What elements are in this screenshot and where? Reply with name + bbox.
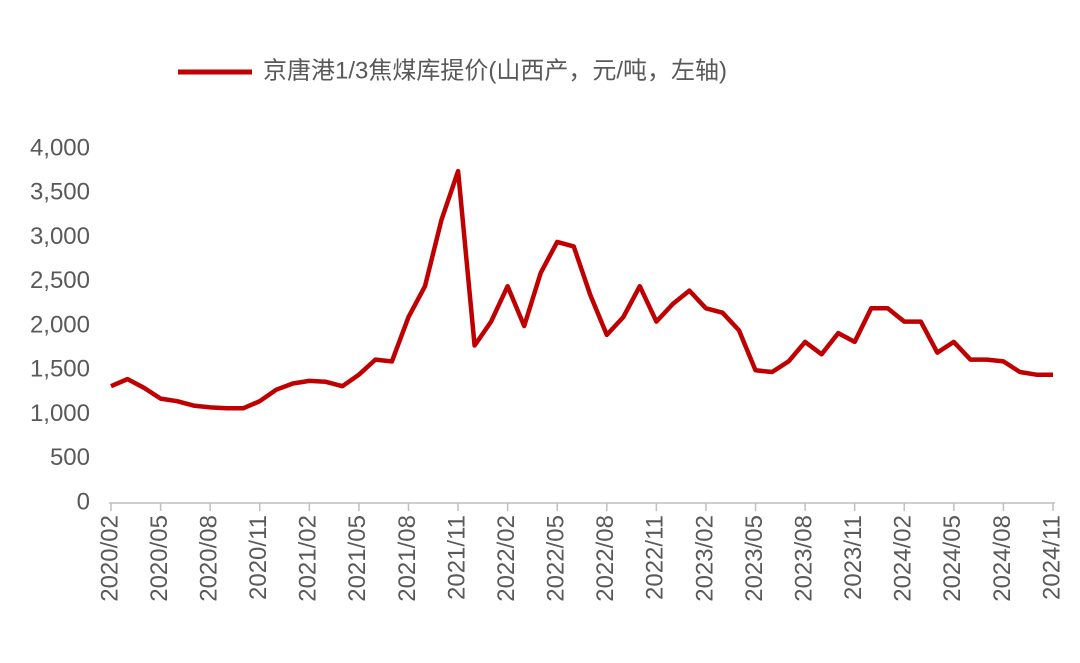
- x-tick-label: 2021/11: [443, 515, 470, 600]
- x-tick-label: 2021/05: [344, 515, 371, 602]
- x-tick-label: 2020/11: [245, 515, 272, 600]
- legend-label: 京唐港1/3焦煤库提价(山西产，元/吨，左轴): [263, 57, 727, 84]
- x-tick-label: 2022/08: [592, 515, 619, 602]
- x-tick-label: 2020/08: [196, 515, 223, 602]
- y-tick-label: 2,000: [30, 311, 90, 338]
- x-tick-label: 2024/11: [1038, 515, 1065, 600]
- y-tick-label: 2,500: [30, 267, 90, 294]
- x-tick-label: 2020/05: [146, 515, 173, 602]
- y-tick-label: 3,000: [30, 223, 90, 250]
- x-tick-label: 2024/08: [989, 515, 1016, 602]
- x-tick-label: 2023/05: [741, 515, 768, 602]
- x-tick-label: 2022/11: [642, 515, 669, 600]
- x-tick-label: 2023/02: [691, 515, 718, 602]
- x-tick-label: 2024/05: [939, 515, 966, 602]
- line-series: [110, 168, 1053, 411]
- x-tick-label: 2021/02: [295, 515, 322, 602]
- y-tick-label: 1,500: [30, 356, 90, 383]
- y-tick-label: 4,000: [30, 134, 90, 161]
- x-tick-label: 2023/11: [840, 515, 867, 600]
- y-tick-label: 1,000: [30, 400, 90, 427]
- x-tick-label: 2024/02: [890, 515, 917, 602]
- x-tick-label: 2023/08: [790, 515, 817, 602]
- x-tick-label: 2021/08: [394, 515, 421, 602]
- y-tick-label: 3,500: [30, 179, 90, 206]
- y-tick-label: 0: [77, 488, 90, 515]
- x-tick-label: 2022/05: [543, 515, 570, 602]
- x-tick-label: 2022/02: [493, 515, 520, 602]
- y-tick-label: 500: [50, 444, 90, 471]
- x-tick-label: 2020/02: [96, 515, 123, 602]
